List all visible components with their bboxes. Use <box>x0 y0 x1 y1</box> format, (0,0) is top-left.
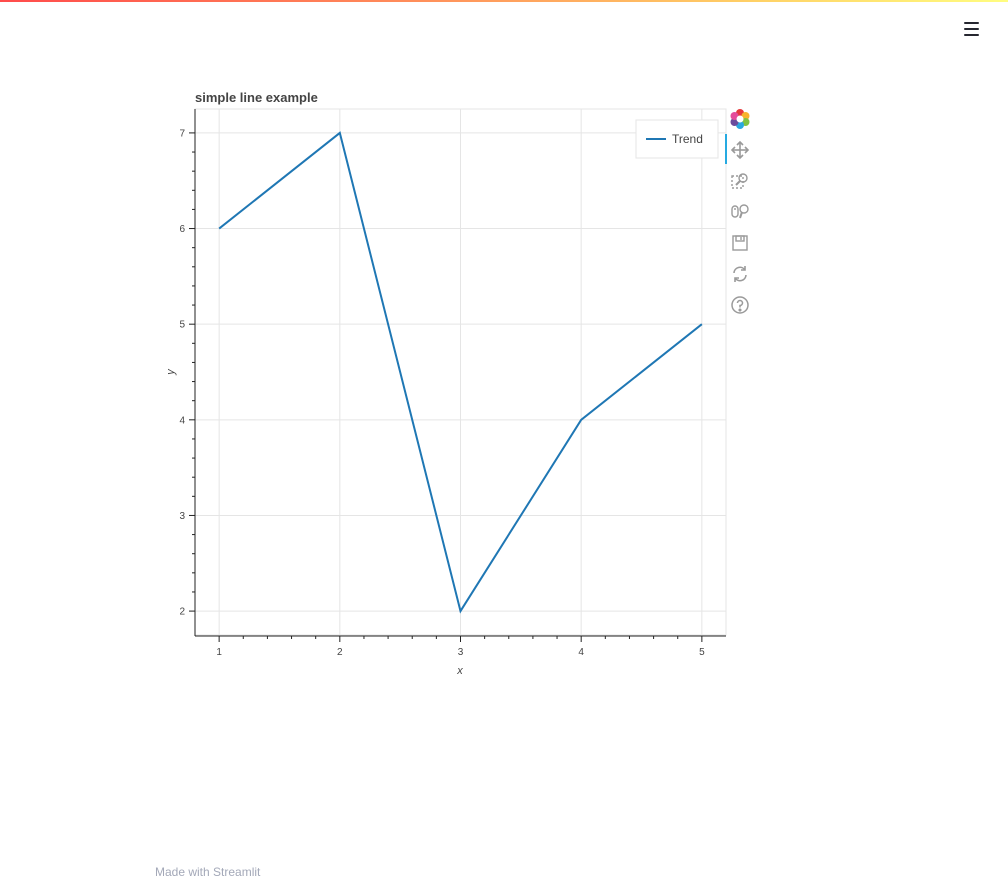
x-tick-label-1: 2 <box>337 647 343 658</box>
chart-toolbar <box>725 107 756 324</box>
grid-lines <box>195 109 726 635</box>
x-tick-label-2: 3 <box>458 647 464 658</box>
chart-title: simple line example <box>195 90 318 105</box>
legend: Trend <box>635 119 719 159</box>
x-axis-label: x <box>456 665 463 677</box>
bokeh-logo-icon[interactable] <box>728 107 752 131</box>
box-zoom-icon[interactable] <box>728 169 752 193</box>
y-tick-label-3: 5 <box>179 320 185 331</box>
y-tick-label-1: 3 <box>179 511 185 522</box>
help-icon[interactable] <box>728 293 752 317</box>
series-line-trend <box>218 131 703 614</box>
y-axis-label: y <box>165 368 177 376</box>
legend-label-trend: Trend <box>672 132 703 146</box>
chart-svg: simple line example 1 2 3 4 5 2 3 4 5 6 7 x y Tren… <box>165 90 727 677</box>
made-with-streamlit-footer[interactable]: Made with Streamlit <box>155 865 261 879</box>
hamburger-menu-icon <box>963 22 979 36</box>
reset-icon[interactable] <box>728 262 752 286</box>
y-tick-label-2: 4 <box>179 415 185 426</box>
y-tick-label-4: 6 <box>179 224 185 235</box>
series-layer <box>218 131 703 614</box>
pan-icon[interactable] <box>725 134 752 164</box>
main-menu-button[interactable] <box>958 16 984 42</box>
x-tick-label-0: 1 <box>216 647 222 658</box>
y-tick-label-0: 2 <box>179 607 185 618</box>
tick-labels: 1 2 3 4 5 2 3 4 5 6 7 <box>179 128 705 658</box>
wheel-zoom-icon[interactable] <box>728 200 752 224</box>
bokeh-chart: simple line example 1 2 3 4 5 2 3 4 5 6 7 x y Tren… <box>160 82 760 692</box>
x-tick-label-4: 5 <box>699 647 705 658</box>
y-tick-label-5: 7 <box>179 128 185 139</box>
save-icon[interactable] <box>728 231 752 255</box>
x-tick-label-3: 4 <box>578 647 584 658</box>
top-decoration-stripe <box>0 0 1008 2</box>
axes <box>189 109 726 642</box>
